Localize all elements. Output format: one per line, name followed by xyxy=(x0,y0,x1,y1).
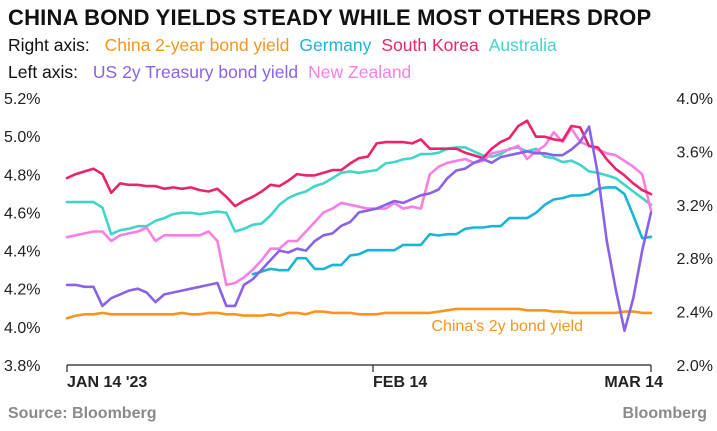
left-axis-tick-label: 4.4% xyxy=(4,244,40,261)
legend-item-germany: Germany xyxy=(299,35,372,55)
left-axis-tick-label: 4.8% xyxy=(4,167,40,184)
right-axis-tick-label: 3.2% xyxy=(677,198,713,215)
source-note: Source: Bloomberg xyxy=(8,405,157,422)
series-line-china-2-year-bond-yield xyxy=(65,307,653,320)
legend-left-axis: Left axis: US 2y Treasury bond yield New … xyxy=(8,62,421,83)
right-axis-tick-label: 2.4% xyxy=(677,305,713,322)
legend-right-axis: Right axis: China 2-year bond yield Germa… xyxy=(8,35,567,56)
series-line-us-2y-treasury-bond-yield xyxy=(65,125,653,332)
left-axis-tick-label: 4.0% xyxy=(4,320,40,337)
left-axis-tick-label: 3.8% xyxy=(4,358,40,375)
legend-item-china: China 2-year bond yield xyxy=(104,35,290,55)
x-axis-tick-label: JAN 14 '23 xyxy=(67,374,147,391)
legend-item-us: US 2y Treasury bond yield xyxy=(92,62,299,82)
legend-left-axis-label: Left axis: xyxy=(8,62,79,82)
legend-item-nz: New Zealand xyxy=(308,62,412,82)
x-axis-tick-label: MAR 14 xyxy=(604,374,663,391)
chart-title: CHINA BOND YIELDS STEADY WHILE MOST OTHE… xyxy=(8,5,652,30)
china-annotation: China's 2y bond yield xyxy=(431,318,583,335)
legend-item-korea: South Korea xyxy=(381,35,479,55)
series-line-germany xyxy=(251,186,653,276)
x-axis-tick-label: FEB 14 xyxy=(373,374,427,391)
right-axis-tick-label: 3.6% xyxy=(677,144,713,161)
right-axis-tick-label: 4.0% xyxy=(677,91,713,108)
left-axis-tick-label: 5.0% xyxy=(4,129,40,146)
series-line-new-zealand xyxy=(65,127,653,287)
series-line-south-korea xyxy=(65,119,653,208)
series-line-australia xyxy=(65,146,653,236)
legend-item-australia: Australia xyxy=(488,35,557,55)
legend-right-axis-label: Right axis: xyxy=(8,35,90,55)
right-axis-tick-label: 2.0% xyxy=(677,358,713,375)
left-axis-tick-label: 4.2% xyxy=(4,282,40,299)
right-axis-tick-label: 2.8% xyxy=(677,251,713,268)
brand-logo: Bloomberg xyxy=(622,405,707,422)
left-axis-tick-label: 4.6% xyxy=(4,205,40,222)
left-axis-tick-label: 5.2% xyxy=(4,91,40,108)
